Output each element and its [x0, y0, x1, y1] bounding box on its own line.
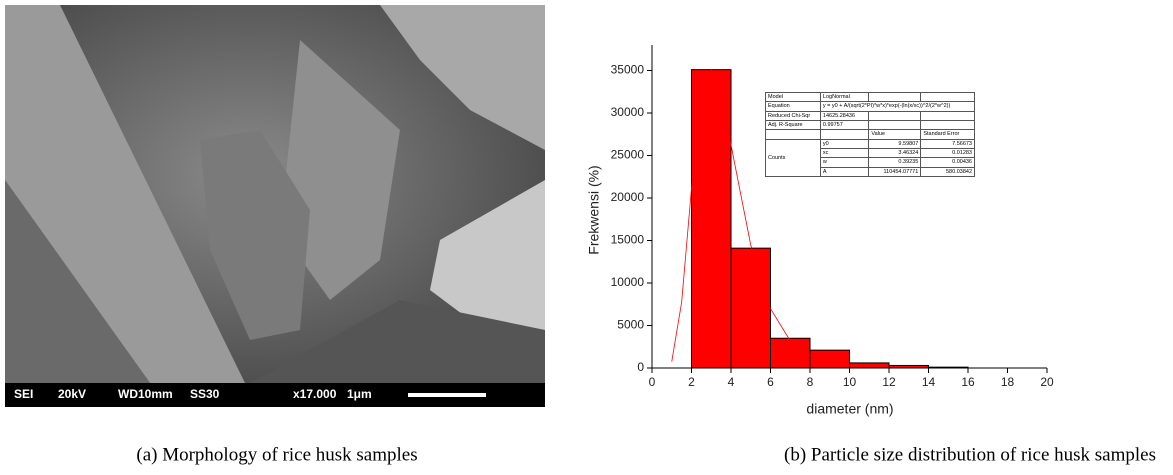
table-cell: Reduced Chi-Sqr: [766, 111, 821, 120]
bar: [731, 248, 771, 368]
table-cell: 0.01283: [921, 148, 975, 157]
sem-image: [5, 5, 545, 407]
table-cell: [766, 130, 821, 139]
info-label: SEI: [14, 387, 33, 401]
x-tick-label: 20: [1040, 375, 1054, 389]
y-tick-label: 35000: [611, 63, 645, 77]
bar: [771, 338, 811, 368]
table-cell: Adj. R-Square: [766, 120, 821, 129]
y-axis-label: Frekwensi (%): [586, 165, 602, 254]
table-cell: 7.56673: [921, 139, 975, 148]
y-tick-label: 30000: [611, 105, 645, 119]
table-cell: y = y0 + A/(sqrt(2*PI)*w*x)*exp(-(ln(x/x…: [820, 102, 974, 111]
table-cell: [921, 93, 975, 102]
table-cell: [921, 111, 975, 120]
x-tick-label: 10: [843, 375, 857, 389]
table-cell: [869, 111, 921, 120]
caption: (b) Particle size distribution of rice h…: [784, 444, 1156, 465]
x-tick-label: 6: [767, 375, 774, 389]
x-tick-label: 14: [922, 375, 936, 389]
table-cell: Counts: [766, 139, 821, 176]
info-label: 20kV: [58, 387, 86, 401]
table-cell: Equation: [766, 102, 821, 111]
x-axis-label: diameter (nm): [806, 401, 893, 417]
y-tick-label: 25000: [611, 148, 645, 162]
bar: [810, 350, 850, 368]
table-cell: LogNormal: [820, 93, 868, 102]
caption: (a) Morphology of rice husk samples: [136, 444, 417, 465]
figure: (a) Morphology of rice husk samples (b) …: [0, 0, 1173, 470]
table-cell: 580.03842: [921, 167, 975, 176]
table-cell: Standard Error: [921, 130, 975, 139]
table-cell: [820, 130, 868, 139]
table-cell: Model: [766, 93, 821, 102]
table-cell: Value: [869, 130, 921, 139]
x-tick-label: 4: [728, 375, 735, 389]
x-tick-label: 2: [688, 375, 695, 389]
y-tick-label: 10000: [611, 275, 645, 289]
y-tick-label: 5000: [617, 318, 644, 332]
x-tick-label: 12: [882, 375, 896, 389]
info-label: 1μm: [347, 387, 372, 401]
table-cell: w: [820, 158, 868, 167]
table-cell: 110454.07771: [869, 167, 921, 176]
x-tick-label: 18: [1001, 375, 1015, 389]
info-label: SS30: [190, 387, 220, 401]
info-label: x17.000: [293, 387, 337, 401]
table-cell: 0.00436: [921, 158, 975, 167]
y-tick-label: 15000: [611, 233, 645, 247]
page: (a) Morphology of rice husk samples (b) …: [0, 0, 1173, 470]
table-cell: [869, 93, 921, 102]
x-tick-label: 16: [961, 375, 975, 389]
table-cell: [921, 120, 975, 129]
table-cell: 14625.28436: [820, 111, 868, 120]
table-cell: 3.46324: [869, 148, 921, 157]
table-cell: 0.39235: [869, 158, 921, 167]
table-cell: y0: [820, 139, 868, 148]
x-tick-label: 8: [807, 375, 814, 389]
table-cell: A: [820, 167, 868, 176]
table-cell: xc: [820, 148, 868, 157]
table-cell: [869, 120, 921, 129]
y-tick-label: 20000: [611, 190, 645, 204]
x-tick-label: 0: [649, 375, 656, 389]
table-cell: 9.59807: [869, 139, 921, 148]
table-cell: 0.99757: [820, 120, 868, 129]
y-tick-label: 0: [637, 360, 644, 374]
info-label: WD10mm: [118, 387, 173, 401]
